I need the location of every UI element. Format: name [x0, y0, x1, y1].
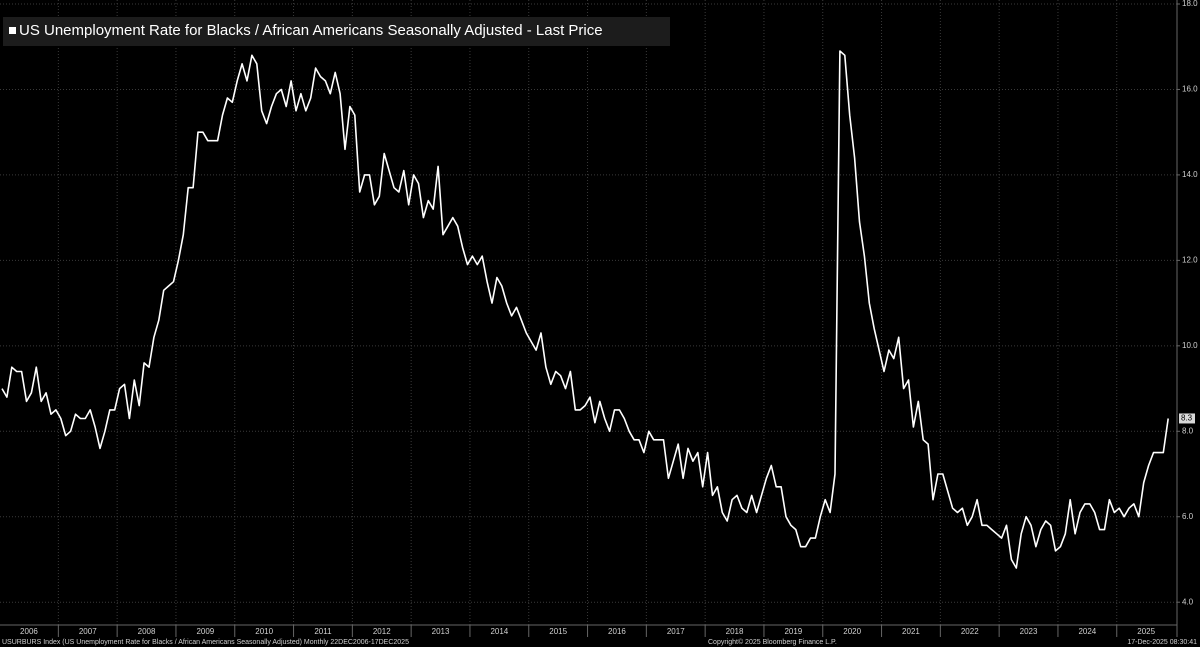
y-tick-label: 18.0 [1182, 0, 1198, 8]
legend-label: US Unemployment Rate for Blacks / Africa… [19, 22, 603, 39]
line-series [1, 50, 1169, 569]
x-tick-label: 2019 [784, 627, 802, 636]
x-tick-label: 2021 [902, 627, 920, 636]
footer-timestamp: 17-Dec-2025 08:30:41 [1127, 639, 1197, 646]
footer-source: USURBURS Index (US Unemployment Rate for… [2, 639, 409, 646]
x-tick-label: 2014 [490, 627, 508, 636]
x-tick-label: 2016 [608, 627, 626, 636]
x-tick-label: 2022 [961, 627, 979, 636]
x-tick-label: 2006 [20, 627, 38, 636]
y-tick-label: 8.0 [1182, 426, 1194, 435]
y-tick-label: 14.0 [1182, 170, 1198, 179]
x-tick-label: 2025 [1137, 627, 1155, 636]
x-tick-label: 2011 [314, 627, 332, 636]
legend-box [3, 17, 670, 46]
last-value-box [1179, 413, 1195, 424]
y-tick-label: 12.0 [1182, 255, 1198, 264]
x-tick-label: 2009 [196, 627, 214, 636]
legend-swatch [9, 27, 16, 34]
x-tick-label: 2012 [373, 627, 391, 636]
last-value-label: 8.3 [1181, 414, 1193, 423]
footer-copyright: Copyright© 2025 Bloomberg Finance L.P. [708, 638, 837, 646]
x-tick-label: 2010 [255, 627, 273, 636]
y-tick-label: 16.0 [1182, 85, 1198, 94]
x-tick-label: 2020 [843, 627, 861, 636]
x-tick-label: 2024 [1078, 627, 1096, 636]
x-tick-label: 2008 [138, 627, 156, 636]
x-tick-label: 2023 [1020, 627, 1038, 636]
x-tick-label: 2007 [79, 627, 97, 636]
y-tick-label: 4.0 [1182, 597, 1194, 606]
x-tick-label: 2013 [432, 627, 450, 636]
x-tick-label: 2017 [667, 627, 685, 636]
x-tick-label: 2015 [549, 627, 567, 636]
y-tick-label: 10.0 [1182, 341, 1198, 350]
y-tick-label: 6.0 [1182, 512, 1194, 521]
x-tick-label: 2018 [726, 627, 744, 636]
